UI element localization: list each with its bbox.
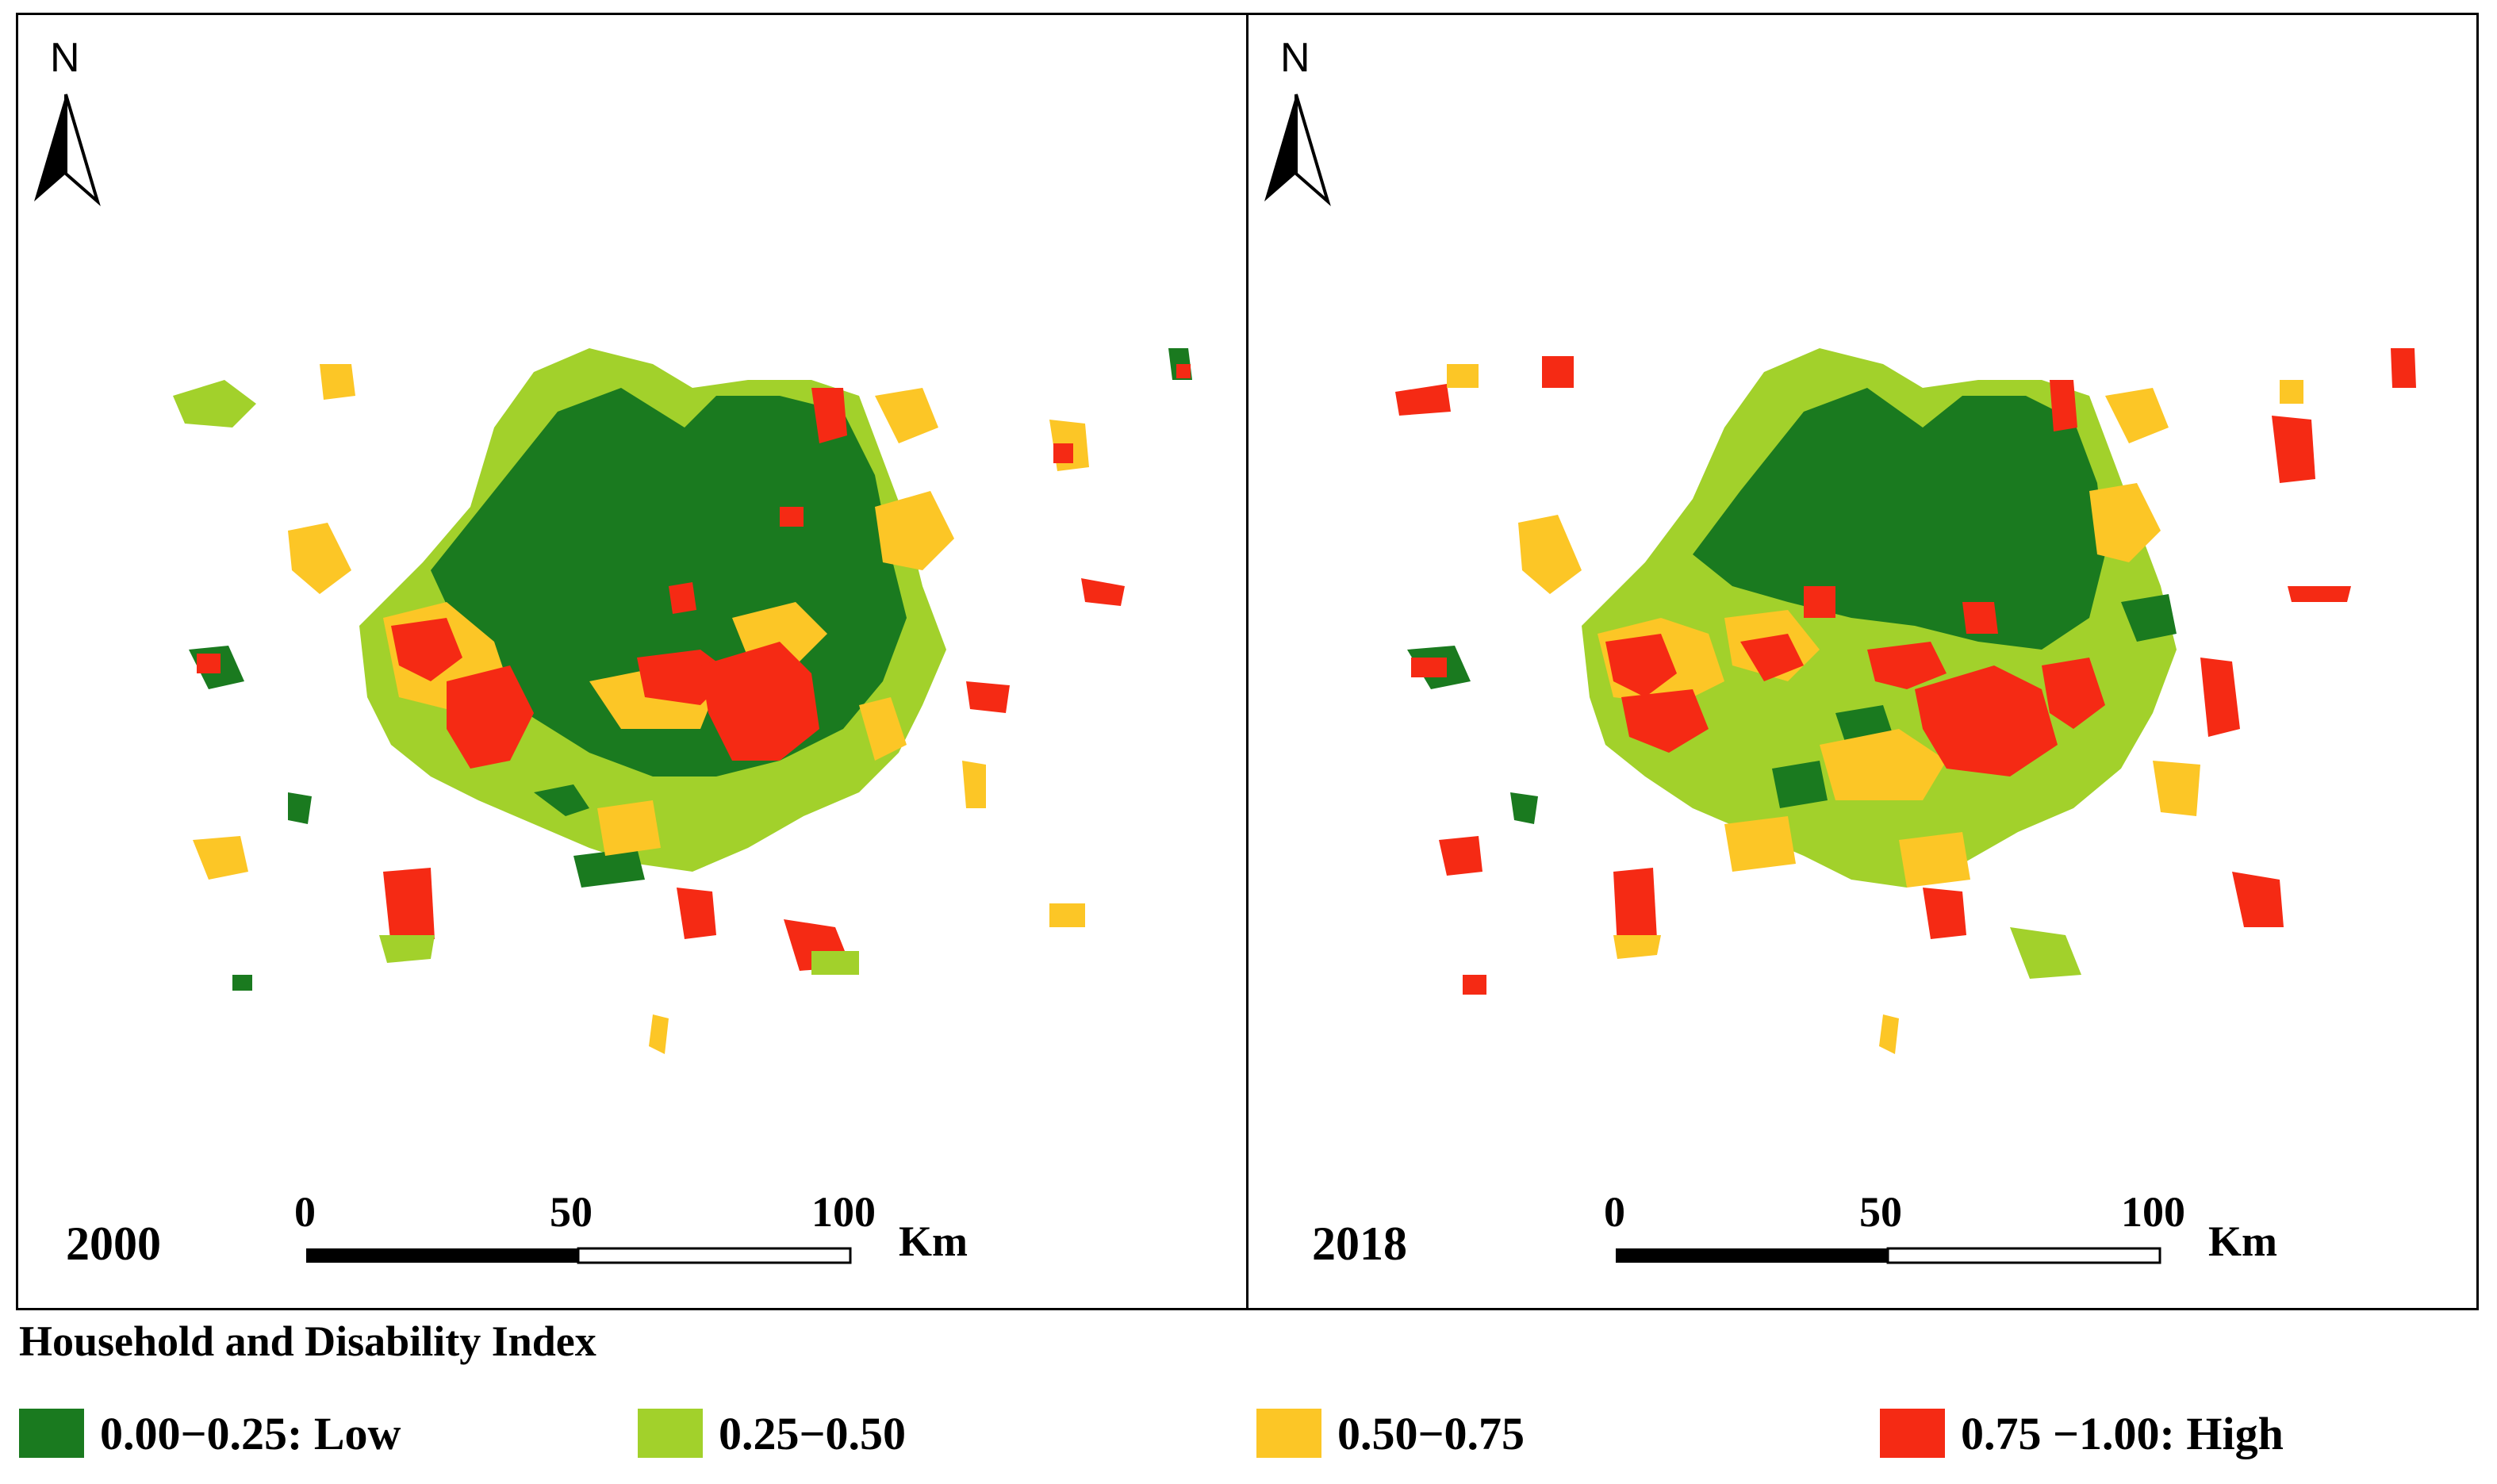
legend-swatch xyxy=(1880,1409,1945,1458)
map-panel-2000: N 2000 0 50 100 Km xyxy=(16,13,1248,1310)
map-year-label: 2018 xyxy=(1312,1217,1407,1270)
scale-tick-0: 0 xyxy=(1604,1188,1625,1236)
legend-item-low: 0.00−0.25: Low xyxy=(19,1405,401,1461)
urban-area-2018 xyxy=(1395,348,2416,1054)
scale-bar xyxy=(306,1247,852,1264)
north-label: N xyxy=(1280,35,1310,81)
legend-item-mid-low: 0.25−0.50 xyxy=(638,1405,906,1461)
legend-label: 0.00−0.25: Low xyxy=(100,1407,401,1459)
legend-item-mid-high: 0.50−0.75 xyxy=(1256,1405,1525,1461)
urban-area-2000 xyxy=(173,348,1192,1054)
map-canvas-2000 xyxy=(34,94,1192,1264)
scale-tick-100: 100 xyxy=(811,1188,876,1236)
legend-item-high: 0.75 −1.00: High xyxy=(1880,1405,2284,1461)
map-canvas-2018 xyxy=(1264,94,2416,1264)
legend-swatch xyxy=(638,1409,703,1458)
north-label: N xyxy=(50,35,80,81)
north-arrow-icon xyxy=(34,94,101,207)
scale-unit: Km xyxy=(899,1217,968,1265)
scale-tick-0: 0 xyxy=(294,1188,316,1236)
map-panel-2018: N 2018 0 50 100 Km xyxy=(1246,13,2479,1310)
legend-swatch xyxy=(19,1409,84,1458)
scale-tick-100: 100 xyxy=(2121,1188,2185,1236)
north-arrow-icon xyxy=(1264,94,1331,207)
scale-tick-50: 50 xyxy=(550,1188,593,1236)
map-year-label: 2000 xyxy=(66,1217,161,1270)
scale-tick-50: 50 xyxy=(1859,1188,1902,1236)
legend-label: 0.50−0.75 xyxy=(1337,1407,1525,1459)
scale-unit: Km xyxy=(2208,1217,2277,1265)
scale-bar xyxy=(1616,1247,2161,1264)
legend-label: 0.75 −1.00: High xyxy=(1961,1407,2284,1459)
legend-swatch xyxy=(1256,1409,1321,1458)
legend-label: 0.25−0.50 xyxy=(719,1407,907,1459)
legend-title: Household and Disability Index xyxy=(19,1317,596,1365)
